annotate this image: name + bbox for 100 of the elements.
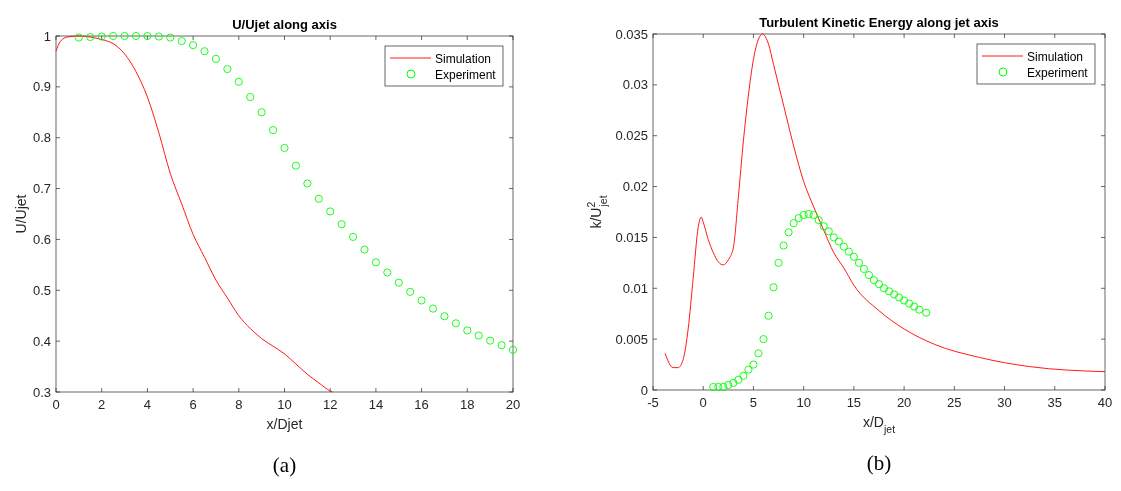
point	[451, 319, 460, 328]
point	[211, 54, 220, 63]
y-tick-label: 0.3	[32, 384, 51, 400]
point	[734, 375, 743, 384]
point	[417, 296, 426, 305]
point	[109, 31, 118, 41]
point	[890, 290, 899, 299]
x-tick-label: 6	[189, 397, 197, 412]
point	[905, 299, 914, 308]
chart-title: U/Ujet along axis	[232, 17, 337, 32]
point	[349, 232, 358, 241]
point	[337, 220, 346, 229]
point	[189, 41, 198, 50]
point	[910, 302, 919, 311]
point	[200, 47, 209, 56]
x-tick-label: 40	[1097, 395, 1113, 410]
x-axis-title: x/D$_{jet}$	[862, 414, 896, 435]
point	[131, 31, 141, 41]
point	[154, 32, 163, 41]
point	[486, 336, 495, 345]
y-tick-label: 0.6	[32, 231, 51, 247]
point	[922, 308, 931, 317]
point	[900, 296, 909, 305]
x-tick-label: 20	[896, 395, 912, 410]
chart-title: Turbulent Kinetic Energy along jet axis	[759, 15, 999, 30]
point	[779, 241, 788, 250]
point	[223, 65, 232, 74]
point	[326, 207, 335, 216]
line-series	[664, 33, 1106, 373]
legend-label: Simulation	[435, 51, 492, 66]
point	[360, 245, 369, 254]
point	[269, 126, 278, 135]
x-tick-label: 14	[368, 397, 384, 412]
point	[120, 31, 129, 41]
point	[794, 214, 803, 223]
x-tick-label: 20	[505, 397, 521, 412]
point	[809, 211, 818, 220]
legend-label: Experiment	[435, 67, 497, 82]
point	[834, 237, 843, 246]
legend-label: Simulation	[1027, 49, 1084, 64]
point	[774, 258, 783, 267]
y-tick-label: 0.8	[32, 130, 51, 146]
point	[383, 268, 392, 277]
x-tick-label: 4	[143, 397, 152, 412]
x-tick-label: 12	[322, 397, 338, 412]
point	[915, 305, 924, 314]
point	[784, 228, 793, 237]
point	[879, 284, 889, 293]
point	[714, 382, 723, 391]
x-tick-label: 8	[235, 397, 243, 412]
x-axis-title: x/Djet	[266, 416, 303, 432]
text: (b)	[866, 451, 892, 475]
point	[895, 293, 904, 302]
x-tick-label: 25	[947, 395, 962, 410]
point	[749, 360, 758, 369]
point	[428, 304, 438, 313]
point	[759, 335, 768, 344]
point	[824, 227, 833, 236]
point	[854, 258, 863, 267]
y-tick-label: 0.4	[32, 333, 51, 349]
x-tick-label: 35	[1047, 395, 1063, 410]
point	[314, 194, 323, 203]
point	[440, 312, 449, 321]
legend-label: Experiment	[1027, 65, 1089, 80]
point	[257, 108, 266, 117]
point	[280, 143, 289, 152]
y-tick-label: 0.01	[622, 280, 648, 296]
x-tick-label: 16	[414, 397, 429, 412]
point	[869, 276, 879, 285]
x-tick-label: 5	[749, 395, 758, 410]
point	[246, 92, 255, 102]
point	[789, 219, 798, 228]
point	[177, 37, 186, 46]
point	[744, 365, 753, 374]
y-tick-label: 0	[640, 382, 648, 398]
point	[709, 382, 718, 391]
point	[166, 33, 175, 42]
point	[849, 252, 858, 261]
point	[729, 378, 738, 387]
point	[86, 32, 95, 42]
point	[406, 287, 415, 296]
point	[844, 247, 853, 256]
point	[371, 258, 380, 267]
point	[859, 264, 868, 274]
point	[754, 349, 763, 358]
point	[97, 32, 106, 41]
point	[814, 216, 823, 225]
y-tick-label: 0.025	[615, 128, 648, 144]
y-tick-label: 1	[43, 28, 51, 44]
point	[829, 233, 838, 242]
point	[234, 77, 243, 86]
x-tick-label: -5	[647, 395, 659, 410]
x-tick-label: 15	[846, 395, 862, 410]
x-tick-label: 10	[277, 397, 292, 412]
point	[874, 280, 884, 289]
y-tick-label: 0.9	[32, 79, 51, 95]
x-tick-label: 0	[699, 395, 707, 410]
point	[799, 211, 808, 220]
point	[143, 31, 152, 41]
y-tick-label: 0.02	[622, 179, 648, 195]
